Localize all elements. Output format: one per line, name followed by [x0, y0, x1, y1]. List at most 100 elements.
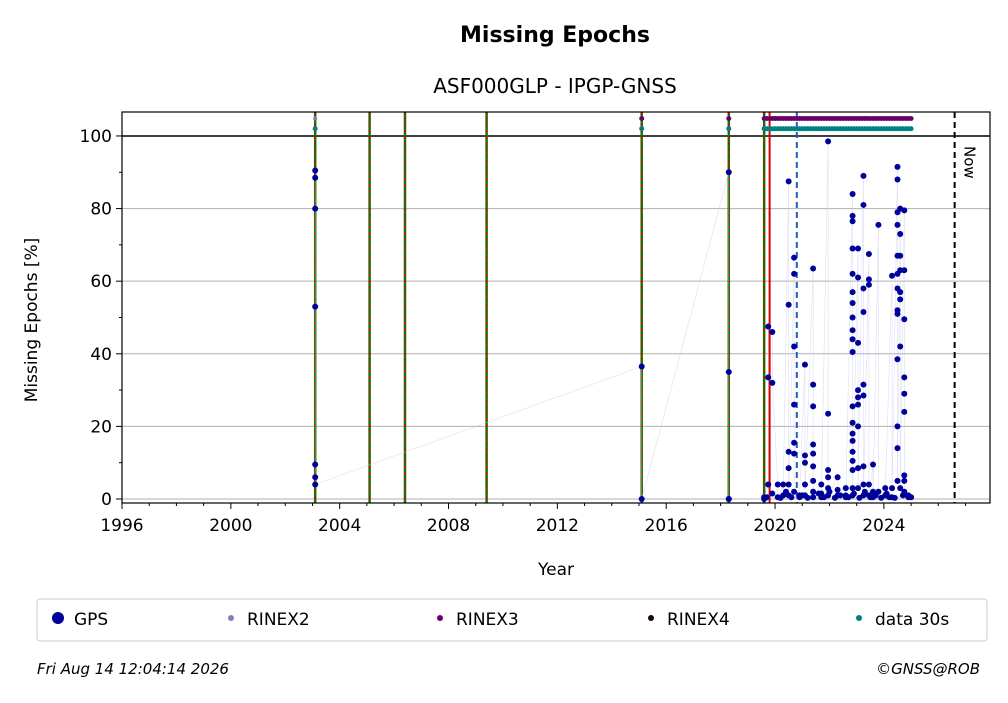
- data-point: [763, 494, 770, 501]
- data-point: [901, 390, 908, 397]
- data-point: [791, 450, 798, 457]
- data-point: [849, 457, 856, 464]
- data-point: [313, 116, 318, 121]
- data-point: [801, 452, 808, 459]
- data-point: [869, 461, 876, 468]
- data-point: [777, 494, 784, 501]
- legend-label: GPS: [74, 610, 108, 630]
- data-point: [860, 463, 867, 470]
- data-point: [810, 381, 817, 388]
- data-point: [855, 485, 862, 492]
- data-point: [810, 477, 817, 484]
- data-point: [837, 492, 844, 499]
- data-point: [831, 494, 838, 501]
- data-point: [765, 323, 772, 330]
- data-point: [878, 494, 885, 501]
- data-point: [726, 116, 732, 122]
- legend-marker: [52, 612, 64, 624]
- data-point: [894, 423, 901, 430]
- data-point: [860, 201, 867, 208]
- data-point: [849, 289, 856, 296]
- data-point: [825, 410, 832, 417]
- data-point: [769, 329, 776, 336]
- data-point: [894, 310, 901, 317]
- data-point: [785, 448, 792, 455]
- data-point: [825, 474, 832, 481]
- data-point: [821, 494, 828, 501]
- data-point: [849, 430, 856, 437]
- data-point: [860, 309, 867, 316]
- data-point: [769, 490, 776, 497]
- data-point: [791, 439, 798, 446]
- data-point: [785, 481, 792, 488]
- data-point: [849, 403, 856, 410]
- data-point: [901, 477, 908, 484]
- legend-label: RINEX2: [247, 610, 310, 630]
- data-point: [860, 285, 867, 292]
- data-point: [901, 408, 908, 415]
- data-point: [894, 477, 901, 484]
- data-point: [901, 267, 908, 274]
- data-point: [860, 381, 867, 388]
- data-point: [901, 316, 908, 323]
- data-point: [894, 356, 901, 363]
- data-point: [855, 423, 862, 430]
- data-point: [312, 461, 319, 468]
- legend-label: RINEX3: [456, 610, 519, 630]
- data-point: [801, 481, 808, 488]
- data-point: [894, 221, 901, 228]
- data-point: [818, 481, 825, 488]
- y-tick-label: 80: [90, 200, 112, 220]
- data-point: [849, 212, 856, 219]
- y-tick-label: 0: [101, 490, 112, 510]
- data-point: [826, 488, 833, 495]
- data-point: [865, 276, 872, 283]
- data-point: [834, 486, 841, 493]
- data-point: [638, 363, 645, 370]
- legend-label: data 30s: [875, 610, 949, 630]
- data-point: [897, 296, 904, 303]
- data-point: [855, 274, 862, 281]
- legend-marker: [856, 615, 862, 621]
- data-point: [855, 394, 862, 401]
- data-point: [849, 466, 856, 473]
- data-point: [799, 492, 806, 499]
- footer-credit: ©GNSS@ROB: [876, 660, 980, 678]
- data-point: [725, 169, 732, 176]
- data-point: [785, 301, 792, 308]
- data-point: [891, 494, 898, 501]
- x-tick-label: 2016: [645, 516, 688, 536]
- data-point: [867, 494, 874, 501]
- data-point: [312, 481, 319, 488]
- data-point: [791, 401, 798, 408]
- data-point: [872, 492, 879, 499]
- data-point: [865, 281, 872, 288]
- data-point: [855, 401, 862, 408]
- data-point: [849, 327, 856, 334]
- data-point: [834, 474, 841, 481]
- data-point: [894, 176, 901, 183]
- data-point: [638, 496, 645, 503]
- data-point: [312, 303, 319, 310]
- data-point: [899, 492, 906, 499]
- chart-subtitle: ASF000GLP - IPGP-GNSS: [433, 74, 677, 98]
- data-point: [849, 191, 856, 198]
- data-point: [886, 494, 893, 501]
- data-point: [780, 481, 787, 488]
- data-point: [810, 265, 817, 272]
- data-point: [889, 272, 896, 279]
- data-point: [849, 437, 856, 444]
- x-tick-label: 1996: [100, 516, 143, 536]
- data-point: [810, 403, 817, 410]
- data-point: [860, 392, 867, 399]
- data-point: [849, 419, 856, 426]
- x-tick-label: 2024: [862, 516, 905, 536]
- data-point: [856, 494, 863, 501]
- data-point: [897, 252, 904, 259]
- chart-title: Missing Epochs: [460, 23, 650, 48]
- data-point: [850, 490, 857, 497]
- data-point: [639, 116, 645, 122]
- data-point: [865, 250, 872, 257]
- data-point: [849, 448, 856, 455]
- data-point: [725, 496, 732, 503]
